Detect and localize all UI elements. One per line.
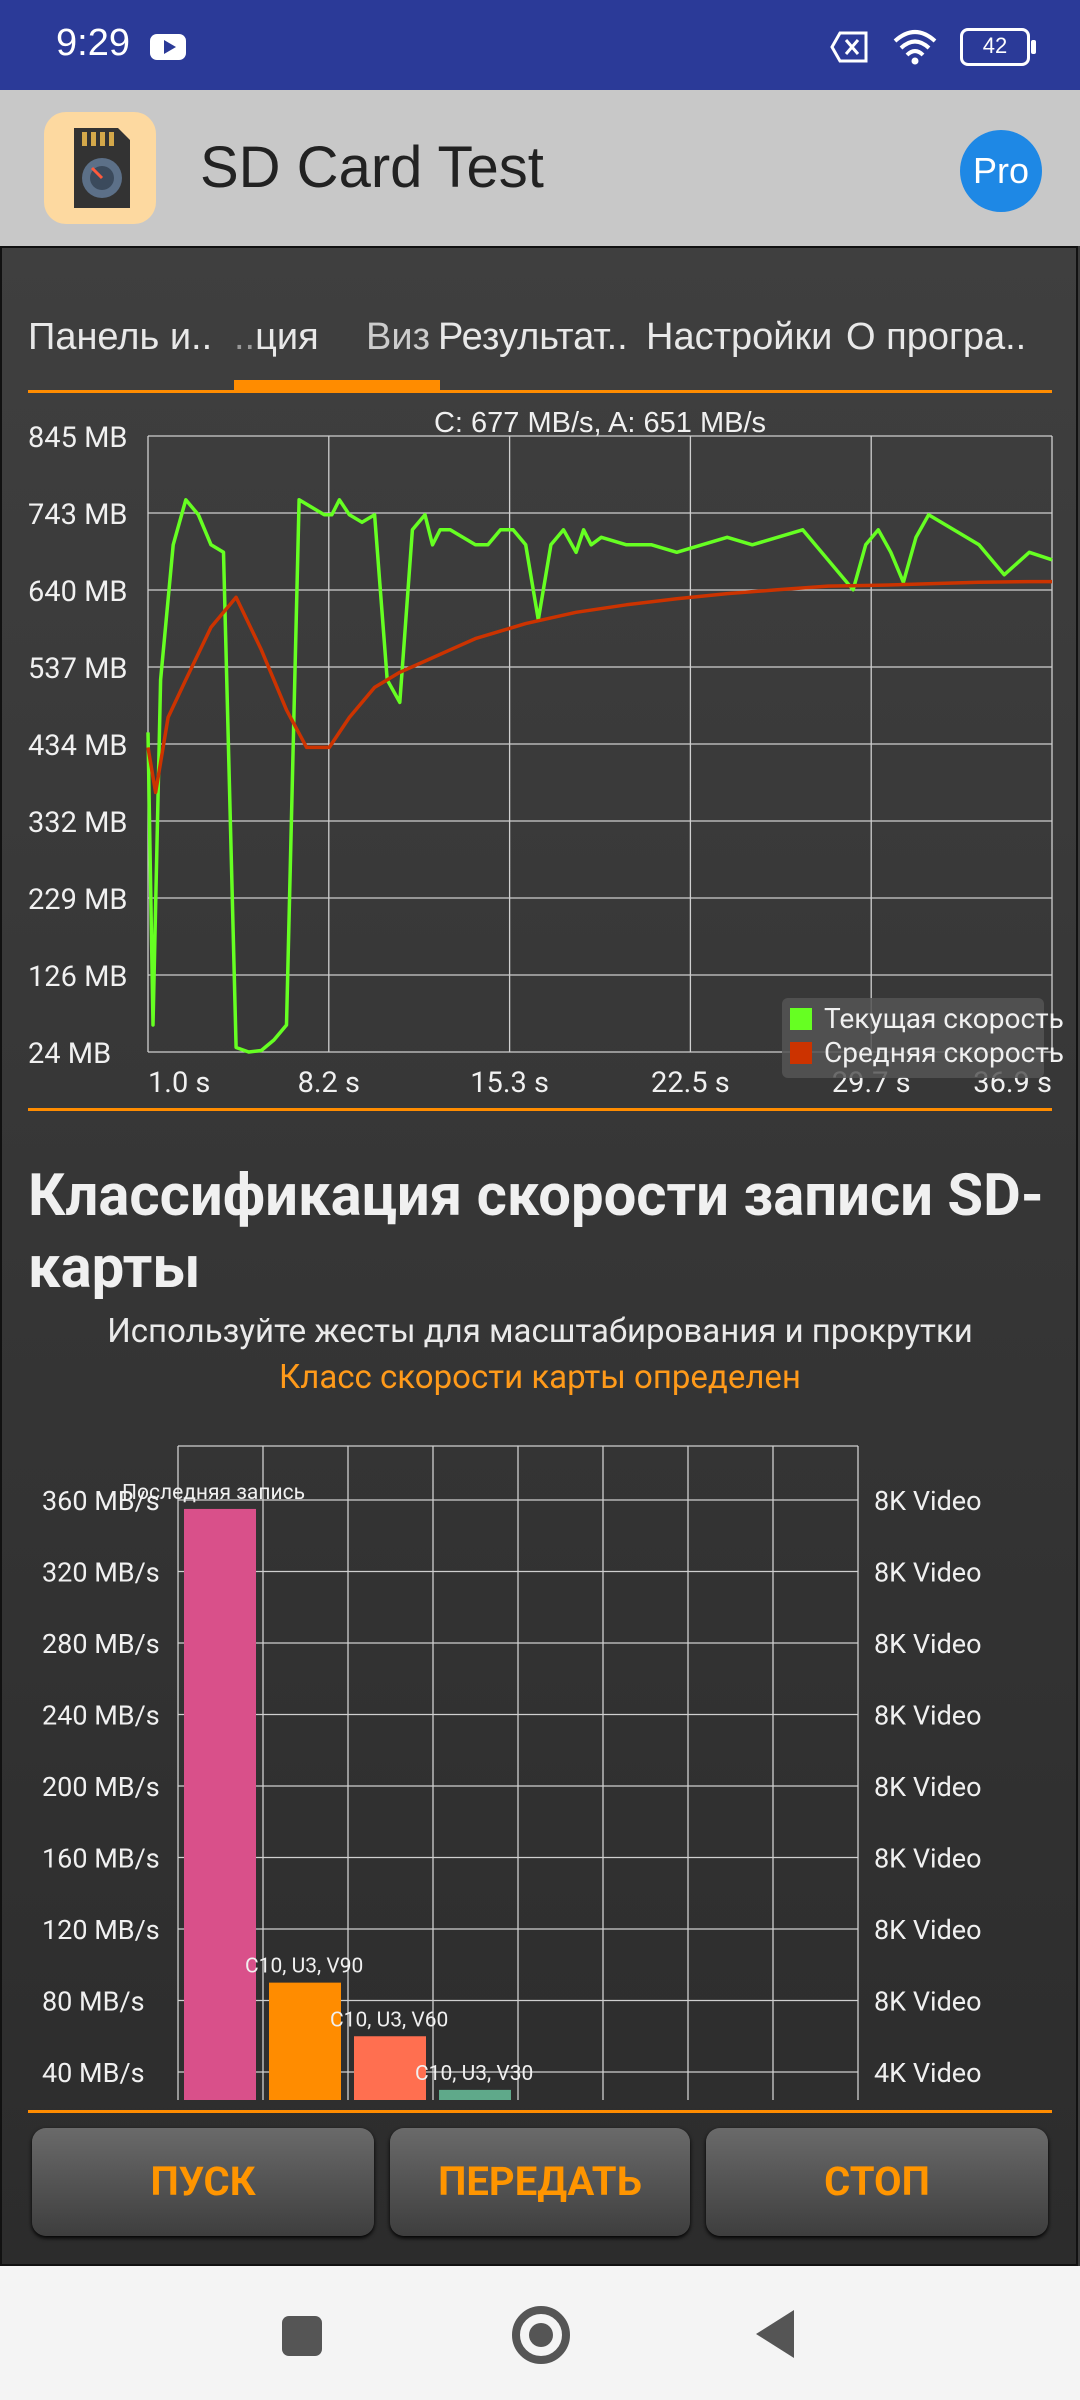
legend-background [782,998,1044,1078]
back-button[interactable] [756,2310,794,2358]
tab-indicator [234,380,440,390]
divider [28,1108,1052,1111]
classification-title: Классификация скорости записи SD-карты [28,1162,1044,1302]
tab-bar: Панель и.. ..ция Виз Результат.. Настрой… [28,300,1052,393]
no-sim-icon [830,31,868,63]
home-button[interactable] [512,2306,570,2364]
bar-label: C10, U3, V30 [415,2062,533,2086]
legend-average-label: Средняя скорость [824,1036,1064,1069]
tab-visualization-label: ция [255,316,319,358]
bar [184,1508,256,2100]
transfer-button[interactable]: ПЕРЕДАТЬ [390,2128,690,2236]
y-tick-label: 332 MB [28,806,127,840]
video-tick-label: 8K Video [874,1485,982,1517]
navigation-bar [0,2266,1080,2400]
app-title: SD Card Test [200,135,544,200]
y-tick-label: 640 MB [28,575,127,609]
average-speed-line [146,579,1052,795]
y-tick-label: 434 MB [28,729,127,763]
video-tick-label: 8K Video [874,1843,982,1875]
bar-label: Последняя запись [122,1481,305,1505]
stop-button[interactable]: СТОП [706,2128,1048,2236]
video-tick-label: 8K Video [874,1557,982,1589]
speed-chart-title: C: 677 MB/s, A: 651 MB/s [434,407,766,439]
bar-label: C10, U3, V90 [245,1955,363,1979]
tab-viz[interactable]: Виз [366,316,430,358]
legend-average-swatch [790,1042,812,1064]
status-icons: 42 [830,26,1036,68]
tab-settings[interactable]: Настройки [646,316,833,358]
speed-chart[interactable]: C: 677 MB/s, A: 651 MB/s 845 MB 743 MB 640… [0,390,1080,1100]
class-chart-bars: Последняя запись C10, U3, V90 C10, U3, V60… [122,1481,533,2100]
video-tick-label: 8K Video [874,1700,982,1732]
video-tick-label: 8K Video [874,1771,982,1803]
battery-icon: 42 [960,28,1036,66]
video-tick-label: 4K Video [874,2057,982,2089]
start-button[interactable]: ПУСК [32,2128,374,2236]
class-chart-grid [177,1445,859,2100]
bar [439,2089,511,2100]
y-tick-label: 200 MB/s [42,1771,160,1803]
status-time: 9:29 [56,22,130,64]
pro-button[interactable]: Pro [960,130,1042,212]
bar [354,2036,426,2100]
y-tick-label: 229 MB [28,883,127,917]
bar [269,1982,341,2100]
tab-about[interactable]: О програ.. [846,316,1027,358]
speed-chart-grid [147,435,1053,1053]
app-bar: SD Card Test Pro [0,90,1080,246]
sd-card-app-icon [44,112,156,224]
y-tick-label: 240 MB/s [42,1700,160,1732]
current-speed-line [146,498,1053,1054]
legend-current-swatch [790,1008,812,1030]
divider [28,2110,1052,2113]
y-tick-label: 360 MB/s [42,1485,160,1517]
tab-visualization[interactable]: ..ция [234,316,319,358]
tab-results[interactable]: Результат.. [438,316,628,358]
x-tick-label: 15.3 s [470,1066,549,1100]
y-tick-label: 320 MB/s [42,1557,160,1589]
y-tick-label: 24 MB [28,1037,111,1071]
class-chart-y-axis: 360 MB/s 320 MB/s 280 MB/s 240 MB/s 200 MB/s… [42,1485,160,2089]
speed-chart-y-axis: 845 MB 743 MB 640 MB 537 MB 434 MB 332 MB 229 … [28,421,127,1071]
recents-button[interactable] [282,2316,322,2356]
y-tick-label: 537 MB [28,652,127,686]
y-tick-label: 126 MB [28,960,127,994]
y-tick-label: 120 MB/s [42,1914,160,1946]
bar-label: C10, U3, V60 [330,2008,448,2032]
speed-chart-legend: Текущая скорость Средняя скорость [782,998,1064,1078]
y-tick-label: 40 MB/s [42,2057,145,2089]
y-tick-label: 80 MB/s [42,1986,145,2018]
status-bar: 9:29 42 [0,0,1080,90]
video-tick-label: 8K Video [874,1914,982,1946]
wifi-icon [893,30,937,65]
video-tick-label: 8K Video [874,1986,982,2018]
x-tick-label: 22.5 s [651,1066,730,1100]
y-tick-label: 160 MB/s [42,1843,160,1875]
class-chart-video-axis: 8K Video 8K Video 8K Video 8K Video 8K Video… [874,1485,982,2089]
zoom-hint: Используйте жесты для масштабирования и … [107,1312,973,1351]
y-tick-label: 743 MB [28,498,127,532]
class-chart[interactable]: 360 MB/s 320 MB/s 280 MB/s 240 MB/s 200 MB/s… [0,1430,1080,2100]
legend-current-label: Текущая скорость [824,1002,1064,1035]
youtube-icon [150,34,186,60]
speed-chart-series [146,498,1053,1054]
y-tick-label: 280 MB/s [42,1628,160,1660]
class-status: Класс скорости карты определен [279,1358,801,1397]
x-tick-label: 1.0 s [148,1066,210,1100]
video-tick-label: 8K Video [874,1628,982,1660]
x-tick-label: 8.2 s [298,1066,360,1100]
tab-dashboard[interactable]: Панель и.. [28,316,213,358]
y-tick-label: 845 MB [28,421,127,455]
